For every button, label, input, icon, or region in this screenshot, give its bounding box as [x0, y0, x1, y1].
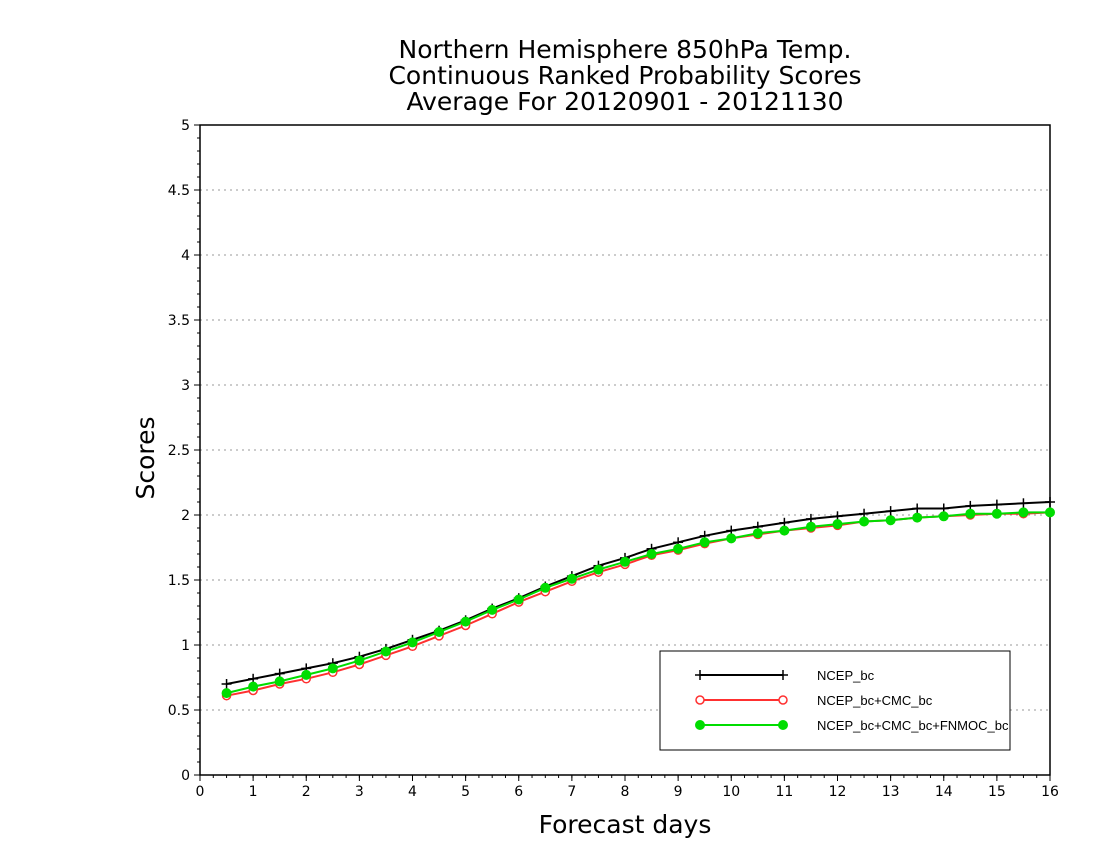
legend-entry-3: NCEP_bc+CMC_bc+FNMOC_bc [695, 718, 1009, 733]
data-point [991, 508, 1002, 519]
data-point [965, 508, 976, 519]
data-point [699, 537, 710, 548]
data-point [221, 688, 232, 699]
title-line-1: Northern Hemisphere 850hPa Temp. [399, 35, 852, 64]
data-point [1045, 507, 1055, 518]
data-point [380, 646, 391, 657]
data-point [779, 525, 790, 536]
data-point [513, 594, 524, 605]
x-tick-label: 16 [1041, 784, 1059, 800]
legend-label: NCEP_bc+CMC_bc+FNMOC_bc [817, 718, 1009, 733]
data-point [566, 573, 577, 584]
y-tick-label: 0 [181, 768, 190, 784]
legend-entry-1: NCEP_bc [695, 668, 875, 683]
x-tick-label: 1 [249, 784, 258, 800]
y-tick-label: 5 [181, 118, 190, 134]
data-point [805, 521, 816, 532]
legend-marker [695, 670, 705, 680]
x-tick-label: 2 [302, 784, 311, 800]
x-tick-label: 14 [935, 784, 953, 800]
x-tick-label: 12 [829, 784, 847, 800]
data-point [646, 549, 657, 559]
data-point [460, 616, 471, 627]
y-tick-label: 1 [181, 638, 190, 654]
y-tick-label: 4.5 [168, 183, 190, 199]
data-point [912, 512, 923, 523]
legend-entry-2: NCEP_bc+CMC_bc [695, 693, 933, 708]
legend-marker [695, 695, 705, 705]
x-tick-label: 3 [355, 784, 364, 800]
data-point [885, 506, 896, 517]
x-tick-label: 4 [408, 784, 417, 800]
data-point [912, 503, 923, 514]
x-tick-label: 0 [196, 784, 205, 800]
data-point [221, 679, 232, 689]
data-point [487, 604, 498, 615]
data-point [407, 637, 418, 648]
y-tick-label: 3 [181, 378, 190, 394]
y-tick-label: 2.5 [168, 443, 190, 459]
data-point [726, 533, 737, 544]
data-point [274, 676, 285, 687]
x-tick-label: 5 [461, 784, 470, 800]
series-lines [221, 497, 1055, 701]
x-tick-label: 8 [621, 784, 630, 800]
x-tick-label: 10 [722, 784, 740, 800]
x-tick-label: 9 [674, 784, 683, 800]
x-tick-label: 13 [882, 784, 900, 800]
y-tick-label: 2 [181, 508, 190, 524]
x-tick-label: 7 [567, 784, 576, 800]
data-point [1018, 498, 1029, 509]
x-tick-label: 15 [988, 784, 1006, 800]
data-point [434, 627, 445, 637]
data-point [540, 582, 551, 593]
gridlines [200, 189, 1050, 711]
y-tick-label: 3.5 [168, 313, 190, 329]
data-point [620, 556, 630, 567]
x-tick-label: 6 [514, 784, 523, 800]
title-line-2: Continuous Ranked Probability Scores [388, 61, 861, 90]
legend: NCEP_bc NCEP_bc+CMC_bc NCEP_bc+CMC_bc+FNMO… [659, 650, 1011, 751]
chart-title: Northern Hemisphere 850hPa Temp.Continuo… [388, 35, 861, 116]
data-point [1045, 497, 1055, 507]
axes: 00.511.522.533.544.550 1 2 3 4 5 6 7 8 9 10 11 12 13 1… [131, 118, 1059, 839]
data-point [248, 681, 259, 692]
data-point [991, 499, 1002, 510]
x-tick-label: 11 [775, 784, 793, 800]
data-point [859, 516, 870, 527]
legend-marker [695, 720, 705, 730]
data-point [832, 519, 843, 530]
data-point [354, 655, 365, 666]
legend-label: NCEP_bc+CMC_bc [817, 693, 933, 708]
legend-label: NCEP_bc [817, 668, 875, 683]
y-tick-label: 0.5 [168, 703, 190, 719]
title-line-3: Average For 20120901 - 20121130 [406, 87, 843, 116]
y-tick-label: 1.5 [168, 573, 190, 589]
data-point [752, 528, 763, 539]
data-point [938, 511, 949, 522]
legend-marker [778, 670, 788, 680]
data-point [327, 663, 338, 674]
x-axis-label: Forecast days [539, 810, 712, 839]
data-point [301, 669, 312, 680]
data-point [673, 543, 684, 554]
data-point [1018, 507, 1029, 518]
data-point [885, 515, 896, 526]
data-point [593, 564, 604, 575]
series-3 [221, 507, 1055, 699]
legend-marker [778, 695, 788, 705]
legend-marker [778, 720, 788, 730]
y-tick-label: 4 [181, 248, 190, 264]
y-axis-label: Scores [131, 416, 160, 499]
